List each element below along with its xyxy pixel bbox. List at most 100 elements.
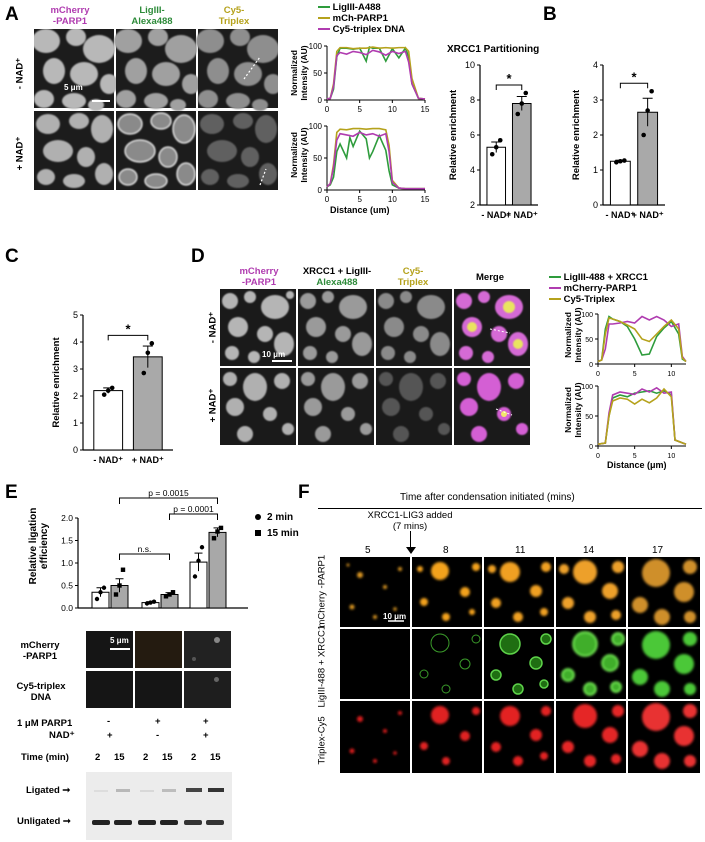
panel-label-e: E [5, 482, 18, 503]
panel-d-row-plus-nad: + NAD⁺ [207, 388, 219, 423]
data-point [151, 599, 157, 604]
y-tick-label: 0 [73, 445, 78, 455]
bar-1 [511, 103, 532, 206]
panel-f-time-8: 8 [443, 545, 449, 556]
bracket-p-0001 [169, 513, 218, 520]
panel-f-time-11: 11 [515, 545, 526, 556]
panel-d-header-xrcc1-ligiii: XRCC1 + LigIII- Alexa488 [302, 266, 372, 288]
significance-bracket [619, 82, 649, 89]
series-line-1 [597, 386, 687, 445]
gel-band-ligated-2 [116, 789, 130, 792]
data-point [622, 158, 627, 163]
y-tick-label: 100 [309, 42, 323, 51]
y-axis-label: Relative enrichment [51, 337, 62, 428]
micrograph-a-r1-c1 [34, 29, 118, 111]
data-point [101, 392, 107, 397]
micrograph-a-r2-c2 [116, 111, 196, 190]
bar-0 [609, 160, 631, 206]
panel-e-time-5: 2 [191, 752, 197, 763]
panel-a-row-plus-nad: + NAD⁺ [14, 136, 26, 171]
panel-e-parp-sign-2: + [155, 716, 161, 727]
data-point [109, 385, 115, 391]
micrograph-e-r2-c2 [135, 671, 182, 708]
x-category-label: - NAD⁺ [481, 210, 511, 220]
panel-a-bar-title: XRCC1 Partitioning [447, 44, 540, 55]
data-point [211, 536, 217, 541]
y-tick-label: 8 [470, 95, 475, 105]
x-tick-label: 10 [388, 105, 397, 114]
micrograph-f-r3-c3 [484, 701, 554, 773]
panel-e-parp-sign-3: + [203, 716, 209, 727]
gel-band-ligated-4 [162, 789, 176, 792]
micrograph-f-r2-c1 [340, 629, 410, 699]
gel-band-ligated-1 [94, 790, 108, 792]
panel-d-profile-top-ylabel: Normalized Intensity (AU) [563, 307, 583, 363]
panel-d-profile-bottom-ylabel: Normalized Intensity (AU) [563, 382, 583, 438]
panel-a-profile-bottom-ylabel: Normalized Intensity (AU) [289, 127, 309, 183]
panel-e-ylabel: Relative ligation efficiency [28, 507, 50, 585]
panel-e-parp-sign-1: - [107, 716, 111, 727]
x-tick-label: 5 [633, 371, 637, 378]
bar-0 [93, 390, 124, 451]
panel-label-f: F [298, 482, 310, 503]
panel-c-title [25, 267, 175, 279]
y-tick-label: 5 [73, 310, 78, 320]
micrograph-d-r1-c4 [454, 289, 530, 366]
data-point [199, 545, 205, 550]
micrograph-e-r1-c2 [135, 631, 182, 668]
panel-a-profile-top: 0 50 100 0 5 10 15 [309, 42, 430, 114]
panel-f-arrow-head [406, 547, 416, 554]
y-tick-label: 50 [585, 337, 593, 344]
panel-e-gel [86, 772, 232, 840]
series-line-1 [326, 127, 425, 190]
data-point [120, 567, 126, 572]
panel-label-c: C [5, 246, 19, 267]
panel-d-header-cy5: Cy5- Triplex [397, 266, 429, 288]
data-point [515, 111, 521, 117]
panel-f-time-5: 5 [365, 545, 371, 556]
y-tick-label: 1 [593, 165, 598, 175]
series-line-0 [326, 129, 425, 190]
data-point [148, 600, 153, 605]
x-tick-label: 10 [667, 371, 675, 378]
bracket-p-0015-label: p = 0.0015 [148, 490, 189, 498]
gel-band-unligated-6 [206, 820, 224, 825]
x-category-label: - NAD⁺ [605, 210, 635, 220]
x-tick-label: 15 [421, 195, 430, 204]
panel-d-profile-xlabel: Distance (μm) [607, 460, 667, 470]
micrograph-a-r1-c3 [196, 29, 278, 111]
legend-item-ligiii-xrcc1: LigIII-488 + XRCC1 [549, 272, 648, 283]
micrograph-e-r2-c1 [86, 671, 133, 708]
y-tick-label: 3 [73, 364, 78, 374]
data-point [145, 350, 151, 356]
x-category-label: - NAD⁺ [93, 455, 123, 465]
y-tick-label: 1.0 [61, 558, 73, 568]
series-line-2 [597, 387, 687, 445]
micrograph-d-r1-c3 [376, 289, 452, 366]
x-tick-label: 5 [633, 453, 637, 460]
panel-d-profile-bottom: 0 50 100 0 5 10 [581, 384, 687, 460]
y-tick-label: 100 [581, 384, 593, 391]
y-tick-label: 6 [470, 130, 475, 140]
x-tick-label: 0 [325, 195, 330, 204]
data-point [618, 158, 623, 164]
series-line-2 [326, 49, 426, 100]
y-tick-label: 2 [593, 130, 598, 140]
gel-band-ligated-5 [186, 788, 202, 792]
gel-band-unligated-1 [92, 820, 110, 825]
y-tick-label: 4 [470, 165, 475, 175]
panel-a-profile-bottom: 0 50 100 0 5 10 15 [309, 122, 430, 204]
panel-a-image-grid [34, 29, 278, 190]
panel-e-nad-sign-3: + [203, 730, 209, 741]
data-point [117, 583, 122, 588]
panel-e-bar-chart: 0.0 0.5 1.0 1.5 2.0 p = 0.0015 p = 0.0001 n.s. [61, 490, 248, 613]
y-tick-label: 1 [73, 418, 78, 428]
panel-f-scale-bar-label: 10 μm [383, 612, 407, 621]
micrograph-f-r2-c5 [628, 629, 700, 699]
y-tick-label: 0 [593, 200, 598, 210]
x-tick-label: 0 [596, 453, 600, 460]
panel-e-time-6: 15 [210, 752, 221, 763]
micrograph-f-r2-c2 [412, 629, 482, 699]
data-point [163, 594, 169, 599]
panel-e-nad-sign-1: + [107, 730, 113, 741]
